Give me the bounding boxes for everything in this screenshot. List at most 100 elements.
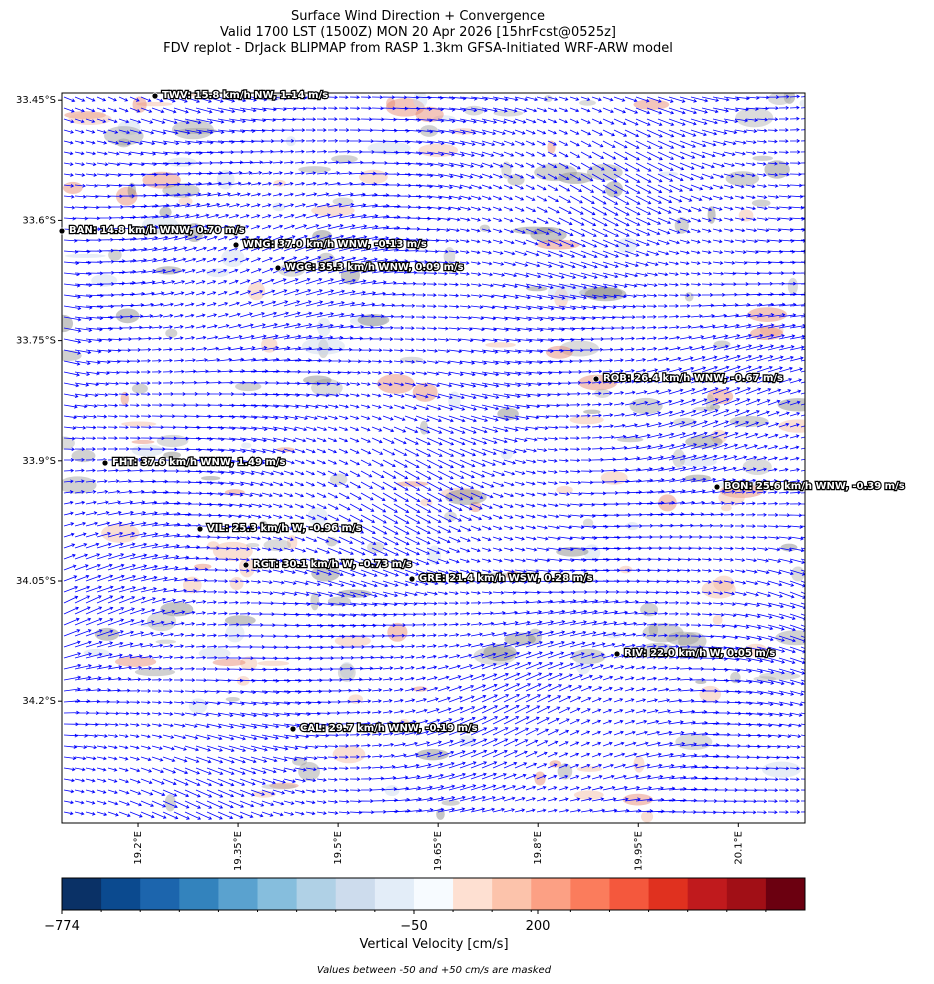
colorbar-swatch [765,878,806,910]
terrain-shade [201,476,221,481]
terrain-shade [331,155,358,163]
terrain-shade [705,394,715,412]
terrain-shade [762,761,801,778]
colorbar-swatch [335,878,376,910]
terrain-shade [617,437,644,443]
terrain-shade [459,735,477,747]
colorbar-tick-label: 200 [526,919,551,934]
colorbar-tick-label: −50 [400,919,427,934]
terrain-shade [127,182,137,199]
station-dot [274,264,282,272]
terrain-shade [506,570,519,580]
terrain-shade [140,229,160,235]
terrain-shade [500,448,513,460]
terrain-shade [720,504,732,512]
terrain-shade [367,141,411,155]
terrain-shade [257,660,290,666]
terrain-shade [136,101,173,107]
terrain-shade [114,656,157,667]
terrain-shade [377,373,415,394]
terrain-shade [699,685,722,703]
terrain-shade [165,328,178,338]
terrain-shade [224,615,256,626]
terrain-shade [62,314,74,333]
terrain-shade [332,197,354,206]
terrain-shade [600,471,628,485]
station-dot [408,575,416,583]
terrain-shade [412,382,438,402]
terrain-shade [416,749,449,761]
terrain-shade [582,518,594,528]
terrain-shade [62,476,97,494]
terrain-shade [247,281,266,301]
terrain-shade [311,565,340,582]
terrain-shade [64,111,107,120]
colorbar-swatch [296,878,337,910]
terrain-shade [71,449,96,463]
terrain-shade [312,229,333,243]
terrain-shade [605,181,623,198]
terrain-shade [750,327,784,341]
terrain-shade [484,572,511,579]
y-tick-label: 33.9°S [22,456,56,467]
station-label: TWV: 15.8 km/h NW, 1.14 m/s [162,90,328,101]
title-line: Valid 1700 LST (1500Z) MON 20 Apr 2026 [… [220,25,616,40]
terrain-shade [159,206,172,218]
terrain-shade [759,324,784,337]
colorbar-swatch [726,878,767,910]
terrain-shade [571,649,606,665]
terrain-shade [719,483,764,498]
terrain-shade [212,541,253,561]
colorbar-frame [61,877,806,911]
terrain-shade [115,308,140,324]
terrain-shade [398,718,411,731]
terrain-shade [573,790,604,800]
terrain-shade [738,209,754,222]
terrain-shade [63,181,83,194]
terrain-shade [367,541,385,553]
terrain-shade [101,523,140,543]
terrain-shade [701,579,736,599]
terrain-shade [799,99,805,108]
y-tick-label: 34.2°S [22,696,56,707]
colorbar-swatch [101,878,141,910]
colorbar-swatch [492,878,532,910]
station-label: GRE: 21.4 km/h WSW, 0.28 m/s [419,573,593,584]
terrain-shade [666,631,699,646]
terrain-shade [349,315,388,327]
terrain-shade [141,215,179,235]
station-dot [289,725,297,733]
terrain-shade [334,634,371,647]
colorbar-swatch [257,878,298,910]
terrain-shade [419,420,429,435]
colorbar-swatch [648,878,689,910]
colorbar-swatch [218,878,259,910]
terrain-shade [530,227,567,243]
terrain-shade [441,799,460,806]
terrain-shade [444,511,457,522]
terrain-shade [576,766,603,772]
terrain-shade [396,481,429,487]
terrain-shade [557,172,593,184]
terrain-shade [787,277,798,295]
terrain-shade [642,623,684,643]
x-tick-label: 19.65°E [433,831,444,871]
terrain-shade [229,577,244,591]
terrain-shade [694,406,717,411]
map-background [62,93,805,823]
terrain-shade [775,630,805,646]
terrain-shade [619,565,633,574]
terrain-shade [221,248,245,268]
x-tick-label: 19.5°E [333,831,344,865]
terrain-shade [415,106,444,123]
terrain-shade [384,785,400,797]
station-dot [592,375,600,383]
terrain-shade [659,171,679,177]
terrain-shade [348,694,363,704]
terrain-shade [307,507,328,526]
terrain-shade [485,342,516,348]
terrain-shade [479,224,490,232]
terrain-shade [301,337,345,355]
terrain-shade [712,614,723,625]
